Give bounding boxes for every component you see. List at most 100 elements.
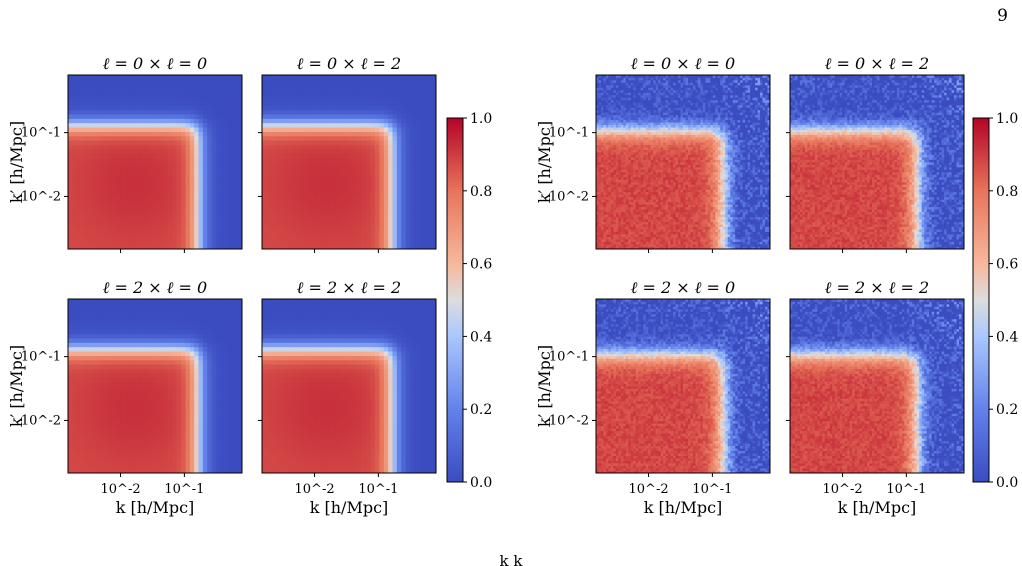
heatmap-cell (168, 84, 173, 89)
heatmap-cell (146, 136, 151, 141)
heatmap-cell (138, 123, 143, 128)
heatmap-cell (190, 88, 195, 93)
heatmap-cell (151, 110, 156, 115)
heatmap-cell (164, 153, 169, 158)
heatmap-cell (112, 88, 117, 93)
heatmap-cell (164, 184, 169, 189)
heatmap-cell (151, 166, 156, 171)
heatmap-cell (77, 88, 82, 93)
heatmap-cell (185, 79, 190, 84)
heatmap-cell (220, 162, 225, 167)
heatmap-cell (225, 119, 230, 124)
heatmap-cell (207, 136, 212, 141)
heatmap-cell (116, 197, 121, 202)
heatmap-cell (77, 227, 82, 232)
heatmap-cell (185, 140, 190, 145)
heatmap-cell (85, 184, 90, 189)
heatmap-cell (107, 123, 112, 128)
heatmap-cell (164, 127, 169, 132)
heatmap-cell (155, 171, 160, 176)
heatmap-cell (129, 92, 134, 97)
heatmap-cell (172, 119, 177, 124)
heatmap-cell (168, 123, 173, 128)
heatmap-cell (199, 140, 204, 145)
heatmap-cell (229, 158, 234, 163)
heatmap-cell (116, 149, 121, 154)
heatmap-cell (185, 206, 190, 211)
heatmap-cell (98, 140, 103, 145)
heatmap-cell (94, 149, 99, 154)
heatmap-cell (133, 145, 138, 150)
heatmap-cell (229, 114, 234, 119)
heatmap-cell (68, 162, 73, 167)
heatmap-cell (72, 197, 77, 202)
heatmap-cell (181, 240, 186, 245)
heatmap-cell (194, 92, 199, 97)
heatmap-cell (233, 84, 238, 89)
heatmap-cell (85, 219, 90, 224)
heatmap-cell (199, 184, 204, 189)
heatmap-cell (185, 92, 190, 97)
heatmap-cell (194, 223, 199, 228)
heatmap-cell (203, 192, 208, 197)
heatmap-cell (151, 206, 156, 211)
heatmap-cell (112, 158, 117, 163)
heatmap-cell (138, 101, 143, 106)
heatmap-cell (220, 136, 225, 141)
heatmap-cell (142, 184, 147, 189)
heatmap-cell (90, 192, 95, 197)
heatmap-cell (172, 105, 177, 110)
heatmap-cell (142, 145, 147, 150)
heatmap-cell (68, 179, 73, 184)
heatmap-cell (203, 197, 208, 202)
heatmap-cell (225, 97, 230, 102)
heatmap-cell (125, 84, 130, 89)
heatmap-cell (133, 114, 138, 119)
heatmap-cell (120, 92, 125, 97)
heatmap-cell (172, 127, 177, 132)
heatmap-cell (120, 197, 125, 202)
heatmap-cell (77, 179, 82, 184)
heatmap-cell (112, 236, 117, 241)
heatmap-cell (155, 223, 160, 228)
heatmap-cell (207, 88, 212, 93)
heatmap-cell (94, 105, 99, 110)
heatmap-cell (94, 166, 99, 171)
heatmap-cell (142, 119, 147, 124)
heatmap-cell (155, 227, 160, 232)
heatmap-cell (194, 171, 199, 176)
heatmap-cell (125, 219, 130, 224)
heatmap-cell (164, 210, 169, 215)
heatmap-cell (181, 105, 186, 110)
heatmap-cell (81, 158, 86, 163)
heatmap-cell (112, 175, 117, 180)
heatmap-cell (172, 188, 177, 193)
heatmap-cell (155, 192, 160, 197)
heatmap-cell (81, 206, 86, 211)
heatmap-cell (138, 149, 143, 154)
heatmap-cell (181, 188, 186, 193)
heatmap-cell (168, 166, 173, 171)
heatmap-cell (220, 127, 225, 132)
heatmap-cell (203, 127, 208, 132)
heatmap-cell (220, 179, 225, 184)
heatmap-cell (116, 166, 121, 171)
heatmap-cell (212, 214, 217, 219)
heatmap-cell (142, 227, 147, 232)
heatmap-cell (177, 210, 182, 215)
heatmap-cell (142, 201, 147, 206)
heatmap-cell (112, 240, 117, 245)
heatmap-cell (220, 184, 225, 189)
heatmap-cell (68, 136, 73, 141)
heatmap-cell (125, 123, 130, 128)
heatmap-cell (116, 158, 121, 163)
heatmap-cell (212, 123, 217, 128)
heatmap-cell (142, 206, 147, 211)
heatmap-cell (151, 97, 156, 102)
heatmap-cell (168, 175, 173, 180)
heatmap-cell (177, 236, 182, 241)
heatmap-cell (138, 184, 143, 189)
heatmap-cell (81, 175, 86, 180)
heatmap-cell (72, 175, 77, 180)
heatmap-cell (190, 171, 195, 176)
